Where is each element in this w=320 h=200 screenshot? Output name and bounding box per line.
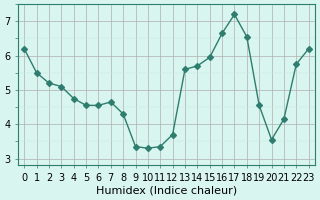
X-axis label: Humidex (Indice chaleur): Humidex (Indice chaleur) <box>96 186 237 196</box>
